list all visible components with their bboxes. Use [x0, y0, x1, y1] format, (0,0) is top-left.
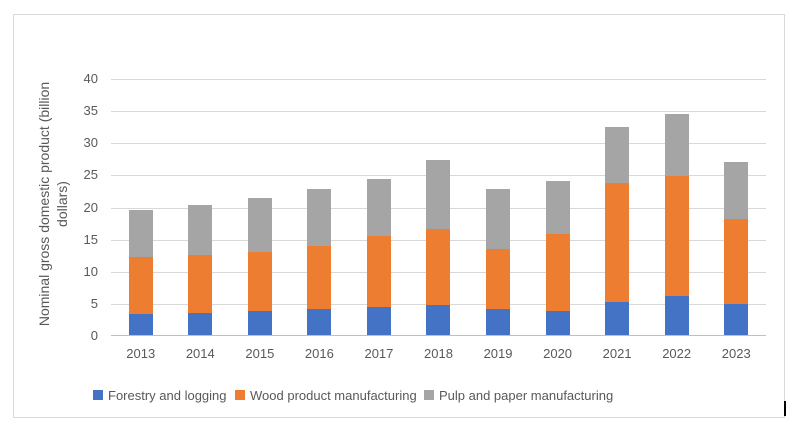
bar-segment [486, 188, 511, 249]
gridline [111, 79, 766, 80]
legend-item: Pulp and paper manufacturing [424, 386, 613, 404]
bar-column [307, 78, 332, 335]
y-tick-label: 15 [83, 231, 98, 247]
gridline [111, 111, 766, 113]
bar-segment [247, 311, 272, 335]
bar-column [724, 78, 749, 335]
legend-swatch-icon [235, 390, 245, 400]
bar-segment [128, 313, 153, 335]
y-tick-label: 0 [90, 328, 98, 343]
chart-area: Nominal gross domestic product (billion … [13, 14, 786, 418]
bar-group-2016 [290, 79, 350, 335]
x-axis-tick-labels: 2013 2014 2015 2016 2017 2018 2019 2020 2021 2022… [111, 346, 766, 362]
bar-column [188, 78, 213, 335]
x-tick-label: 2015 [245, 346, 275, 361]
bar-segment [724, 161, 749, 219]
legend-swatch-icon [424, 390, 434, 400]
bar-segment [605, 183, 630, 302]
y-tick-label: 10 [83, 263, 98, 279]
bar-group-2022 [647, 79, 707, 335]
bar-segment [307, 189, 332, 246]
bar-segment [664, 114, 689, 176]
bar-group-2017 [349, 79, 409, 335]
y-tick-label: 5 [90, 295, 98, 311]
bar-segment [545, 233, 570, 312]
x-tick-label: 2016 [304, 346, 334, 361]
bar-segment [307, 309, 332, 335]
bar-segment [247, 252, 272, 312]
y-tick-label: 20 [83, 199, 98, 215]
bar-segment [664, 175, 689, 296]
x-tick-label: 2020 [543, 346, 573, 361]
legend-label: Forestry and logging [108, 387, 227, 403]
gridline [111, 143, 766, 145]
bar-group-2023 [706, 79, 766, 335]
bar-segment [247, 197, 272, 253]
y-tick-label: 30 [83, 135, 98, 151]
x-tick-label: 2018 [424, 346, 453, 361]
legend-label: Wood product manufacturing [250, 387, 417, 403]
bar-column [128, 78, 153, 335]
bar-column [605, 78, 630, 335]
x-tick-label: 2023 [721, 346, 751, 361]
y-tick-label: 40 [83, 71, 98, 86]
x-tick-label: 2017 [364, 346, 394, 361]
bar-group-2020 [528, 79, 588, 335]
bar-segment [366, 178, 391, 237]
bar-segment [545, 311, 570, 335]
bar-segment [486, 308, 511, 335]
legend-item: Forestry and logging [93, 386, 227, 404]
y-tick-label: 25 [83, 167, 98, 183]
x-tick-label: 2021 [602, 346, 632, 361]
bar-column [426, 78, 451, 335]
bar-segment [128, 209, 153, 258]
bar-segment [307, 245, 332, 310]
bar-segment [486, 248, 511, 309]
bar-column [247, 78, 272, 335]
bar-column [366, 78, 391, 335]
bar-segment [128, 257, 153, 314]
bar-group-2018 [409, 79, 469, 335]
cursor-artifact [784, 401, 786, 416]
bar-column [545, 78, 570, 335]
plot-area [111, 79, 766, 336]
x-tick-label: 2022 [662, 346, 692, 361]
bar-segment [426, 304, 451, 335]
bar-segment [366, 306, 391, 335]
x-tick-label: 2019 [483, 346, 513, 361]
y-axis-tick-labels: 0 5 10 15 20 25 30 35 40 [14, 15, 98, 417]
bar-segment [426, 160, 451, 229]
x-tick-label: 2013 [126, 346, 156, 361]
bar-group-2021 [587, 79, 647, 335]
bar-segment [426, 229, 451, 305]
bar-group-2014 [171, 79, 231, 335]
bar-segment [366, 236, 391, 307]
bar-segment [664, 295, 689, 335]
bar-group-2013 [111, 79, 171, 335]
bar-column [664, 78, 689, 335]
bar-group-2015 [230, 79, 290, 335]
legend-swatch-icon [93, 390, 103, 400]
bar-column [486, 78, 511, 335]
legend: Forestry and logging Wood product manufac… [14, 386, 784, 404]
y-tick-label: 35 [83, 103, 98, 119]
x-tick-label: 2014 [185, 346, 215, 361]
legend-item: Wood product manufacturing [235, 386, 417, 404]
bar-segment [545, 180, 570, 234]
bar-segment [605, 126, 630, 184]
bar-segment [605, 301, 630, 335]
bar-segment [188, 204, 213, 255]
bar-group-2019 [468, 79, 528, 335]
legend-label: Pulp and paper manufacturing [439, 387, 614, 403]
bar-segment [188, 254, 213, 313]
bar-segment [188, 312, 213, 335]
bar-segment [724, 304, 749, 335]
bar-segment [724, 218, 749, 305]
